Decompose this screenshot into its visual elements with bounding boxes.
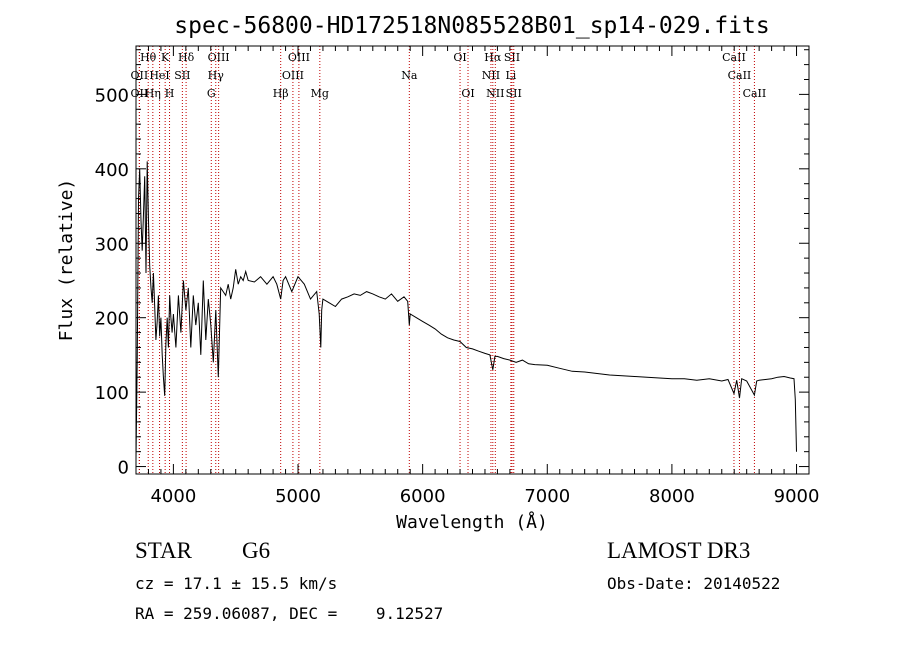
line-label-6: Hα [484, 51, 502, 64]
line-label-24: OI [461, 87, 474, 100]
x-tick-label-3: 7000 [524, 486, 570, 507]
y-tick-label-0: 0 [118, 458, 129, 479]
chart-title: spec-56800-HD172518N085528B01_sp14-029.f… [174, 13, 769, 39]
line-label-2: Hδ [178, 51, 195, 64]
x-tick-label-0: 4000 [150, 486, 196, 507]
line-label-7: SII [504, 51, 520, 64]
y-tick-label-2: 200 [95, 309, 129, 330]
line-label-3: OIII [208, 51, 230, 64]
x-tick-label-4: 8000 [649, 486, 695, 507]
survey-name: LAMOST DR3 [607, 538, 751, 563]
x-tick-label-1: 5000 [275, 486, 321, 507]
object-class: STAR [135, 538, 192, 563]
x-tick-label-5: 9000 [774, 486, 820, 507]
y-tick-label-1: 100 [95, 383, 129, 404]
line-label-25: NII [486, 87, 504, 100]
line-label-0: Hθ [140, 51, 157, 64]
line-label-11: SII [174, 69, 190, 82]
line-label-13: OIII [282, 69, 304, 82]
y-tick-label-5: 500 [95, 85, 129, 106]
line-label-23: Mg [311, 87, 329, 100]
line-label-22: Hβ [273, 87, 289, 100]
line-label-17: CaII [728, 69, 752, 82]
line-label-26: SII [506, 87, 522, 100]
line-label-9: OII [131, 69, 149, 82]
line-label-10: HeI [149, 69, 169, 82]
line-label-4: OIII [288, 51, 310, 64]
line-label-18: OII [131, 87, 149, 100]
y-tick-label-3: 300 [95, 234, 129, 255]
line-label-15: NII [482, 69, 500, 82]
line-label-16: Li [505, 69, 516, 82]
object-subclass: G6 [242, 538, 271, 563]
line-label-19: Hη [145, 87, 161, 100]
observation-date: Obs-Date: 20140522 [607, 574, 781, 593]
axis-ticks: 4000 5000 6000 7000 8000 9000 0 100 200 300 400 500 [95, 46, 820, 507]
y-tick-label-4: 400 [95, 160, 129, 181]
spectrum-line [135, 161, 797, 460]
x-tick-label-2: 6000 [400, 486, 446, 507]
sky-coordinates: RA = 259.06087, DEC = 9.12527 [135, 604, 444, 623]
line-label-20: H [165, 87, 175, 100]
line-label-8: CaII [722, 51, 746, 64]
redshift-velocity: cz = 17.1 ± 15.5 km/s [135, 574, 338, 593]
y-axis-label: Flux (relative) [56, 179, 77, 342]
line-label-21: G [207, 87, 216, 100]
line-label-12: Hγ [208, 69, 225, 82]
line-label-14: Na [401, 69, 418, 82]
plot-frame [135, 45, 810, 475]
line-label-1: K [161, 51, 170, 64]
x-axis-label: Wavelength (Å) [396, 511, 548, 533]
line-label-5: OI [453, 51, 466, 64]
line-label-27: CaII [743, 87, 767, 100]
